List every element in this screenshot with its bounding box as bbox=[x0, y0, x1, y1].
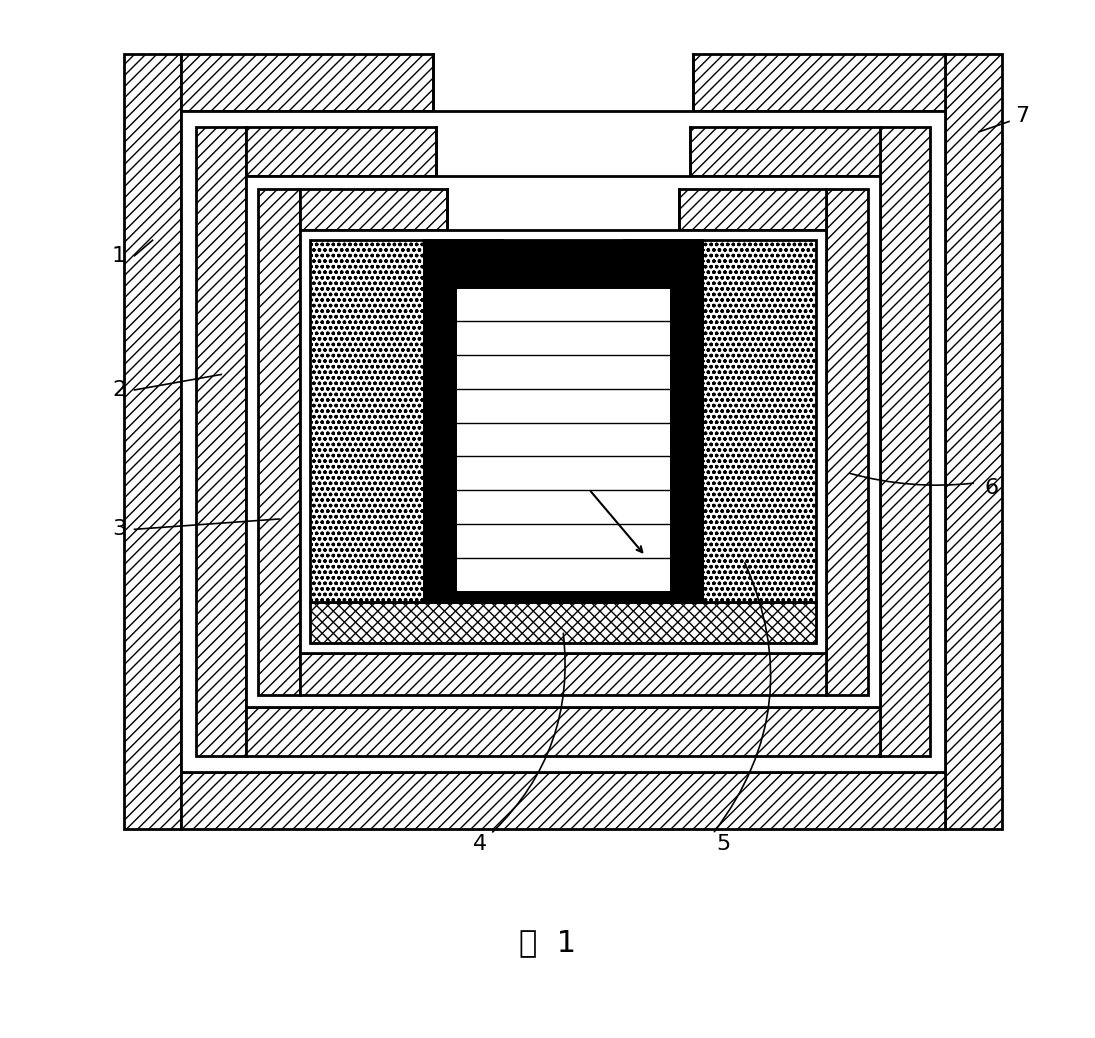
Bar bbox=[300, 189, 447, 229]
Bar bbox=[945, 54, 1002, 828]
Bar bbox=[124, 54, 181, 828]
Bar bbox=[196, 127, 246, 757]
Bar bbox=[679, 189, 827, 229]
Bar bbox=[310, 240, 816, 643]
Bar bbox=[246, 176, 880, 707]
Bar bbox=[880, 127, 930, 757]
Bar bbox=[300, 229, 827, 653]
Bar bbox=[246, 127, 436, 176]
Text: 4: 4 bbox=[473, 835, 487, 854]
Bar bbox=[246, 707, 880, 757]
Bar bbox=[300, 653, 827, 694]
Text: 5: 5 bbox=[716, 835, 730, 854]
Bar bbox=[690, 127, 880, 176]
Bar bbox=[424, 240, 702, 602]
Bar bbox=[310, 602, 816, 643]
Bar bbox=[181, 111, 945, 772]
Text: 3: 3 bbox=[112, 519, 126, 540]
Bar bbox=[181, 772, 945, 828]
Text: 7: 7 bbox=[1015, 106, 1029, 127]
Bar bbox=[827, 189, 867, 694]
Bar bbox=[454, 286, 671, 593]
Text: 6: 6 bbox=[984, 479, 999, 498]
Text: 2: 2 bbox=[112, 380, 126, 400]
Bar bbox=[702, 240, 816, 602]
Text: 1: 1 bbox=[112, 246, 126, 266]
Bar bbox=[181, 54, 434, 111]
Bar bbox=[693, 54, 945, 111]
Bar bbox=[454, 286, 671, 593]
Bar bbox=[424, 240, 502, 281]
Bar bbox=[310, 240, 424, 602]
Text: 图  1: 图 1 bbox=[519, 928, 576, 957]
Bar bbox=[624, 240, 702, 281]
Bar bbox=[310, 602, 816, 643]
Bar bbox=[258, 189, 300, 694]
